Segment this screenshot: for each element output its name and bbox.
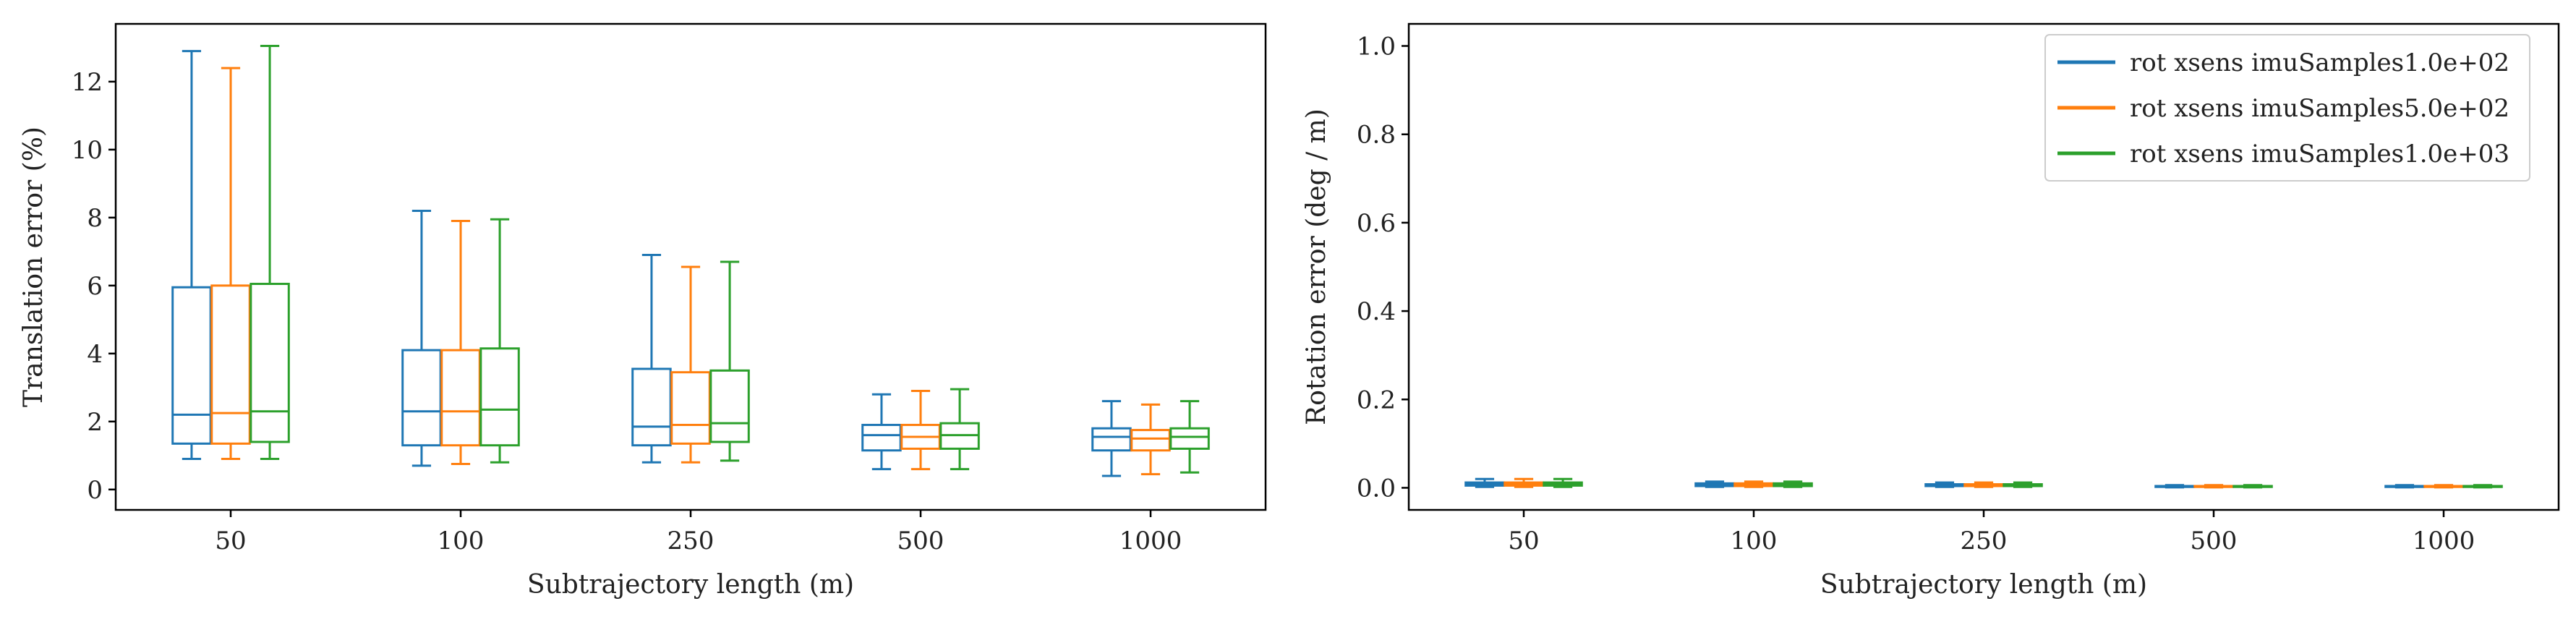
y-tick-label: 0.4 [1357, 297, 1396, 326]
y-tick-label: 12 [72, 68, 103, 97]
legend: rot xsens imuSamples1.0e+02 rot xsens im… [2044, 34, 2530, 182]
x-tick-label: 500 [897, 527, 944, 555]
legend-frame [2044, 34, 2530, 182]
x-tick-label: 1000 [2413, 527, 2475, 555]
box-iqr [861, 424, 902, 452]
translation-boxes [171, 45, 1210, 477]
y-tick-label: 0 [87, 476, 103, 505]
box-iqr [250, 282, 290, 443]
rotation-x-axis-label: Subtrajectory length (m) [1820, 570, 2147, 600]
rotation-y-axis-label: Rotation error (deg / m) [1302, 108, 1331, 425]
box-iqr [171, 286, 212, 445]
y-tick-label: 8 [87, 204, 103, 233]
y-tick-label: 0.8 [1357, 121, 1396, 150]
box-iqr [1130, 429, 1171, 452]
rotation-plot-frame [1407, 22, 2560, 511]
box-iqr [401, 349, 442, 447]
x-tick-label: 500 [2191, 527, 2238, 555]
rotation-boxes [1464, 477, 2503, 489]
box-iqr [1169, 427, 1210, 450]
legend-entry-label: rot xsens imuSamples1.0e+03 [2130, 140, 2509, 169]
y-tick-label: 1.0 [1357, 33, 1396, 61]
x-tick-label: 100 [1731, 527, 1778, 555]
y-tick-label: 2 [87, 408, 103, 437]
x-tick-label: 1000 [1119, 527, 1182, 555]
y-tick-label: 10 [72, 136, 103, 165]
y-tick-label: 0.2 [1357, 385, 1396, 414]
x-tick-label: 50 [215, 527, 246, 555]
rotation-error-chart: 0.0 0.2 0.4 0.6 0.8 1.0 50 100 250 500 1000 Subtra… [1302, 22, 2560, 600]
y-tick-label: 0.0 [1357, 474, 1396, 503]
box-iqr [709, 369, 750, 443]
translation-error-chart: 0 2 4 6 8 10 12 50 100 250 500 1000 Subtrajectory l… [19, 22, 1267, 600]
box-iqr [1091, 427, 1132, 452]
y-tick-label: 6 [87, 272, 103, 301]
x-tick-label: 250 [668, 527, 715, 555]
box-iqr [210, 284, 251, 445]
legend-entry-label: rot xsens imuSamples1.0e+02 [2130, 48, 2509, 77]
x-tick-label: 100 [438, 527, 485, 555]
x-tick-label: 250 [1961, 527, 2008, 555]
translation-x-axis-label: Subtrajectory length (m) [527, 570, 854, 600]
x-tick-label: 50 [1508, 527, 1539, 555]
box-iqr [670, 371, 711, 445]
translation-plot-frame [114, 22, 1267, 511]
y-tick-label: 0.6 [1357, 209, 1396, 238]
box-iqr [440, 349, 481, 447]
box-iqr [479, 347, 520, 447]
box-iqr [631, 367, 672, 447]
translation-ticks: 0 2 4 6 8 10 12 50 100 250 500 1000 [72, 68, 1182, 555]
translation-y-axis-label: Translation error (%) [19, 127, 48, 407]
legend-entry-label: rot xsens imuSamples5.0e+02 [2130, 94, 2509, 123]
rotation-ticks: 0.0 0.2 0.4 0.6 0.8 1.0 50 100 250 500 1000 [1357, 33, 2475, 555]
y-tick-label: 4 [87, 340, 103, 369]
